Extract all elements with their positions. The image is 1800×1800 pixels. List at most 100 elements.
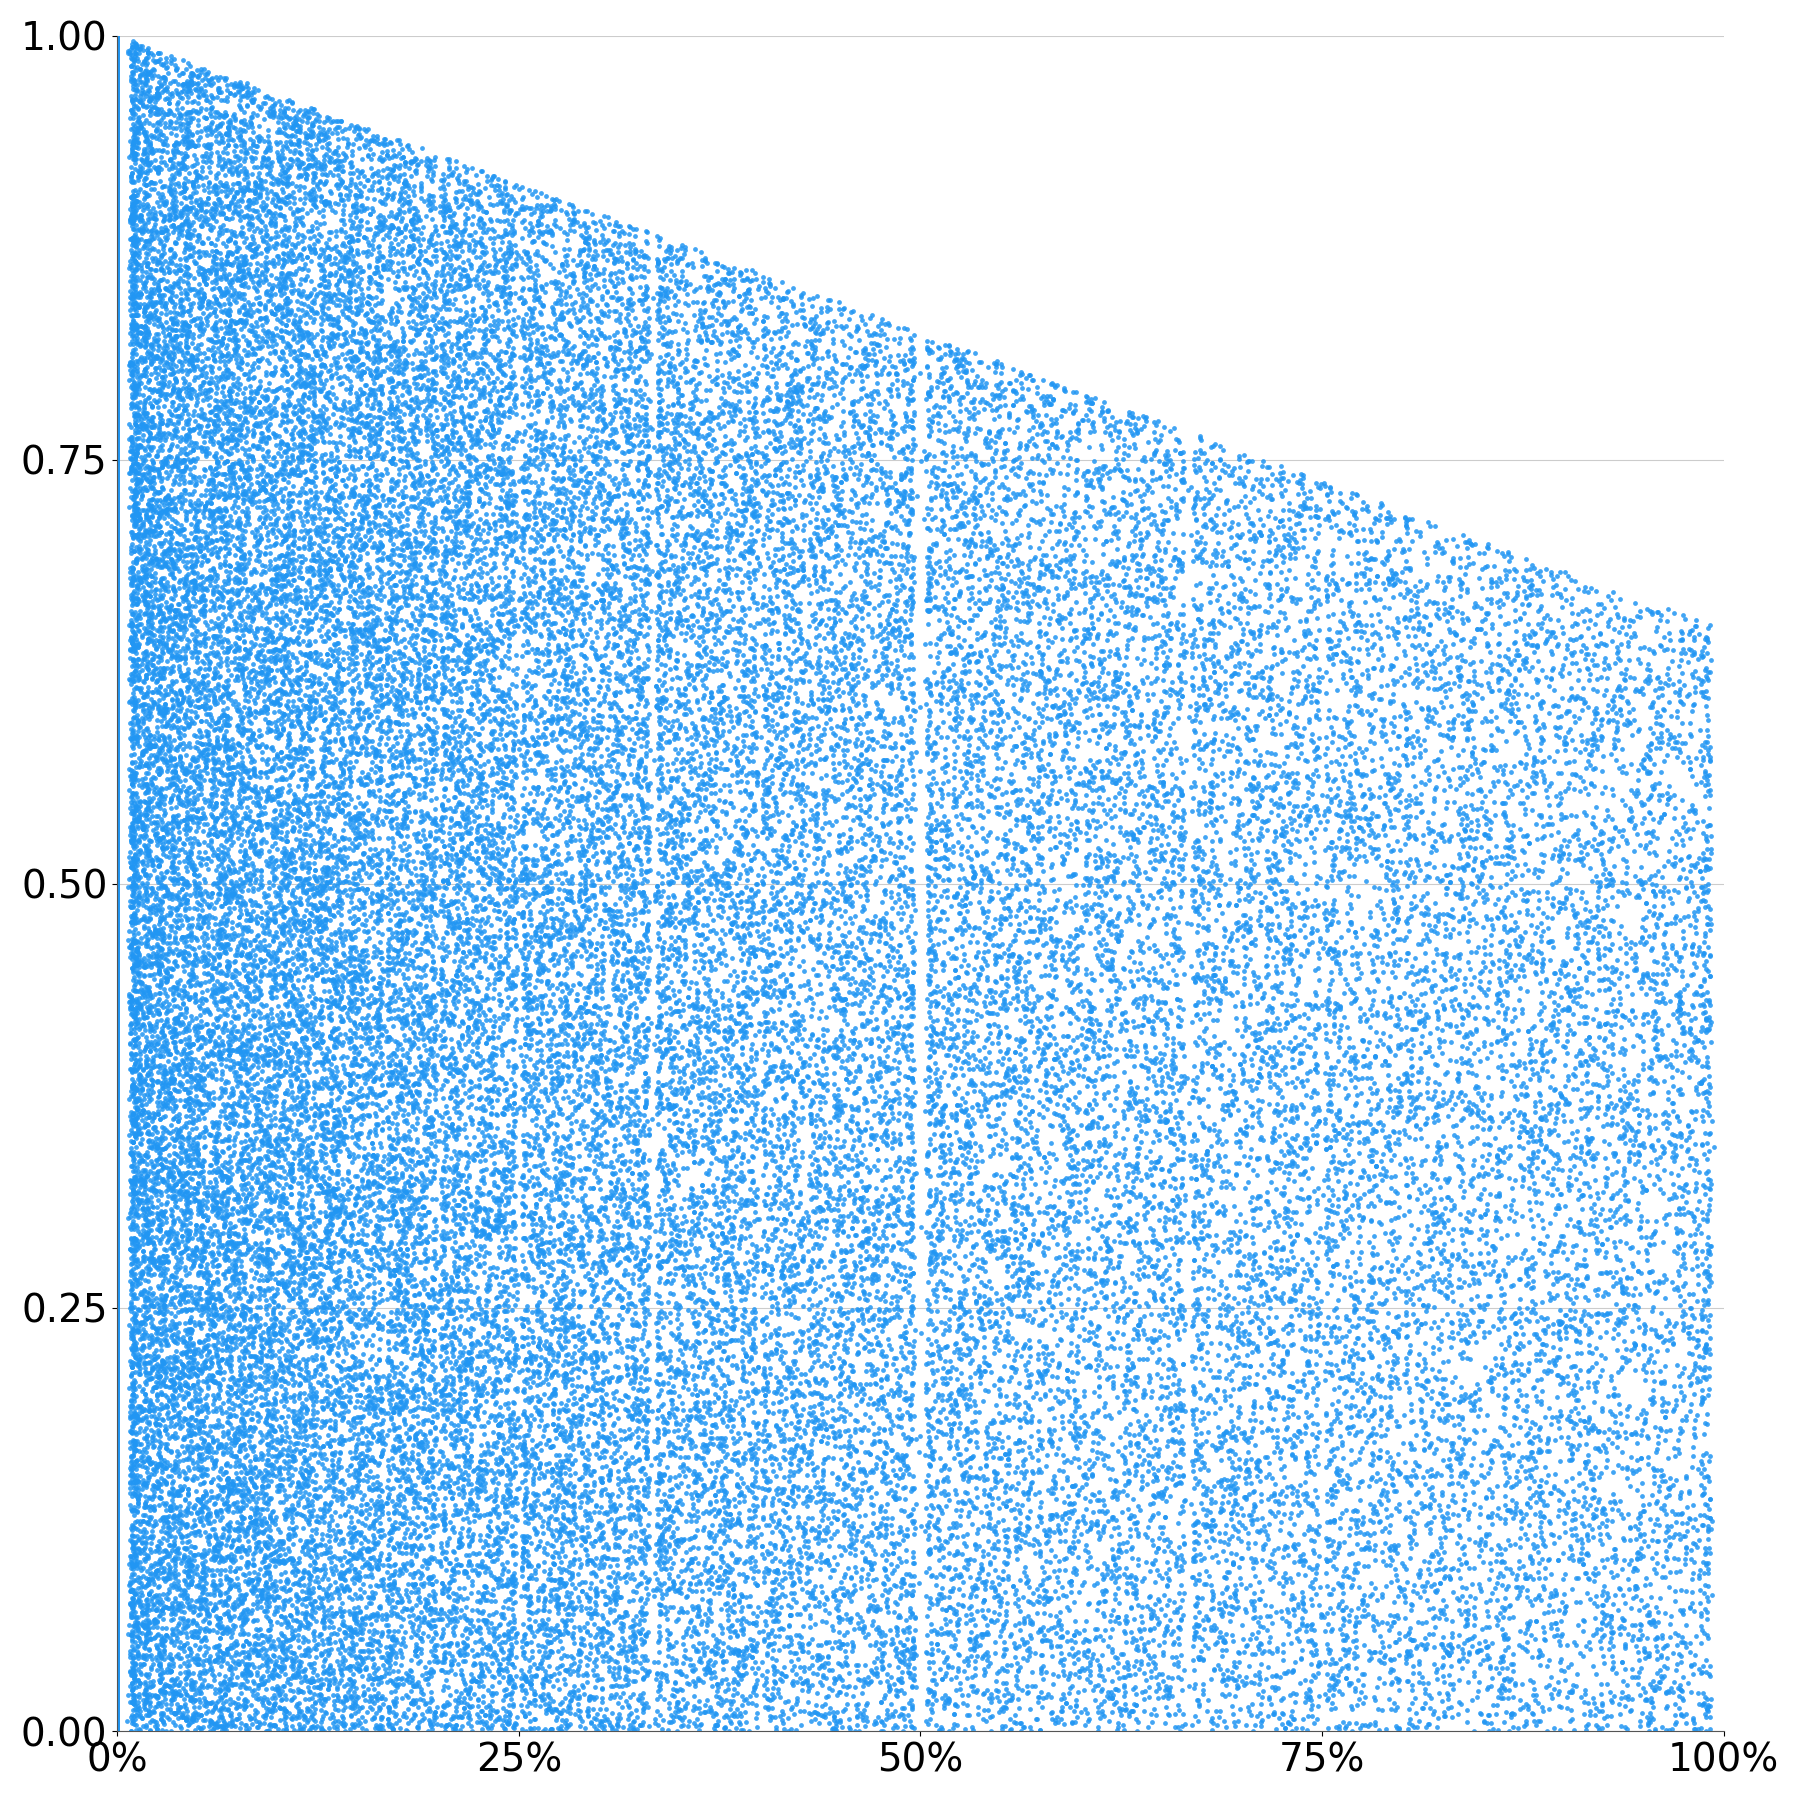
Point	[182, 497, 211, 526]
Point	[941, 704, 970, 733]
Point	[178, 743, 207, 772]
Point	[410, 292, 439, 320]
Point	[477, 1465, 506, 1494]
Point	[175, 407, 203, 436]
Point	[913, 1620, 941, 1649]
Point	[160, 1543, 189, 1571]
Point	[1116, 574, 1145, 603]
Point	[1492, 1624, 1521, 1652]
Point	[837, 963, 866, 992]
Point	[533, 1681, 562, 1710]
Point	[185, 117, 214, 146]
Point	[724, 628, 752, 657]
Point	[1301, 1251, 1330, 1280]
Point	[297, 1649, 326, 1678]
Point	[400, 340, 428, 369]
Point	[328, 214, 356, 243]
Point	[103, 1588, 131, 1616]
Point	[479, 1402, 508, 1431]
Point	[103, 992, 131, 1021]
Point	[781, 1377, 810, 1406]
Point	[405, 1588, 434, 1616]
Point	[779, 572, 808, 601]
Point	[238, 580, 266, 608]
Point	[664, 247, 693, 275]
Point	[202, 976, 230, 1004]
Point	[103, 621, 131, 650]
Point	[286, 1145, 315, 1174]
Point	[103, 850, 131, 878]
Point	[103, 1708, 131, 1737]
Point	[103, 101, 131, 130]
Point	[398, 203, 427, 232]
Point	[117, 455, 146, 484]
Point	[1508, 562, 1537, 590]
Point	[1418, 1244, 1447, 1273]
Point	[691, 1654, 720, 1683]
Point	[198, 504, 227, 533]
Point	[243, 731, 272, 760]
Point	[180, 1136, 209, 1165]
Point	[1661, 938, 1690, 967]
Point	[918, 1309, 947, 1337]
Point	[560, 567, 589, 596]
Point	[454, 1004, 482, 1033]
Point	[1539, 1348, 1568, 1377]
Point	[103, 1625, 131, 1654]
Point	[212, 716, 241, 745]
Point	[184, 542, 212, 571]
Point	[846, 947, 875, 976]
Point	[374, 844, 403, 873]
Point	[185, 191, 214, 220]
Point	[1523, 913, 1552, 941]
Point	[270, 952, 299, 981]
Point	[862, 1134, 891, 1163]
Point	[1408, 965, 1436, 994]
Point	[538, 439, 567, 468]
Point	[182, 428, 211, 457]
Point	[103, 401, 131, 430]
Point	[243, 1570, 272, 1598]
Point	[103, 1220, 131, 1249]
Point	[383, 412, 412, 441]
Point	[1152, 1058, 1181, 1087]
Point	[117, 346, 146, 374]
Point	[887, 632, 916, 661]
Point	[176, 70, 205, 99]
Point	[1642, 1017, 1670, 1046]
Point	[1570, 1220, 1598, 1249]
Point	[788, 1381, 817, 1409]
Point	[103, 1057, 131, 1085]
Point	[121, 504, 149, 533]
Point	[599, 1220, 628, 1249]
Point	[614, 308, 643, 337]
Point	[914, 472, 943, 500]
Point	[412, 1427, 441, 1456]
Point	[450, 648, 479, 677]
Point	[803, 821, 832, 850]
Point	[185, 729, 214, 758]
Point	[452, 898, 481, 927]
Point	[1238, 725, 1267, 754]
Point	[299, 560, 328, 589]
Point	[436, 812, 464, 841]
Point	[1269, 1645, 1298, 1674]
Point	[938, 1508, 967, 1537]
Point	[646, 819, 675, 848]
Point	[378, 155, 407, 184]
Point	[1350, 1125, 1379, 1154]
Point	[261, 1087, 290, 1116]
Point	[923, 1222, 952, 1251]
Point	[376, 1307, 405, 1336]
Point	[1028, 1683, 1057, 1712]
Point	[922, 630, 950, 659]
Point	[484, 751, 513, 779]
Point	[1091, 952, 1120, 981]
Point	[952, 1325, 981, 1354]
Point	[155, 452, 184, 481]
Point	[1463, 972, 1492, 1001]
Point	[706, 689, 734, 718]
Point	[844, 752, 873, 781]
Point	[718, 1555, 747, 1584]
Point	[544, 268, 572, 297]
